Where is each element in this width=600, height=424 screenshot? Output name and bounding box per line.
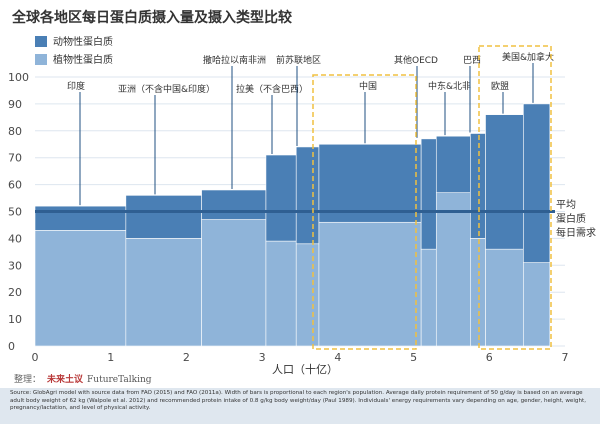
region-label: 亚洲（不含中国&印度） xyxy=(118,83,215,95)
bar-animal xyxy=(420,138,437,250)
bar-plant xyxy=(201,219,267,347)
region-label: 其他OECD xyxy=(394,54,438,66)
bar-animal xyxy=(485,114,524,250)
y-tick-label: 0 xyxy=(8,340,15,353)
y-tick-label: 50 xyxy=(8,206,22,219)
y-tick-label: 60 xyxy=(8,179,22,192)
credit-label: 整理： xyxy=(14,375,42,385)
reference-line-label: 每日需求 xyxy=(556,226,596,239)
x-tick-label: 5 xyxy=(410,351,417,364)
legend-label-animal: 动物性蛋白质 xyxy=(53,35,113,48)
bar-animal xyxy=(34,205,127,231)
reference-line-label: 蛋白质 xyxy=(556,212,586,225)
credit-name: 未来土议 xyxy=(47,375,84,385)
legend-swatch-animal xyxy=(35,36,47,47)
y-tick-label: 70 xyxy=(8,152,22,165)
x-tick-label: 2 xyxy=(183,351,190,364)
legend-swatch-plant xyxy=(35,54,47,65)
credit-name-en: FutureTalking xyxy=(87,375,152,385)
region-label: 中东&北非 xyxy=(428,80,471,92)
highlight-box xyxy=(312,74,417,350)
bar-plant xyxy=(34,230,127,347)
bar-plant xyxy=(485,248,524,347)
y-tick-label: 30 xyxy=(8,259,22,272)
x-tick-label: 7 xyxy=(562,351,569,364)
bar-plant xyxy=(125,238,202,347)
bar-animal xyxy=(470,133,486,239)
y-tick-label: 40 xyxy=(8,232,22,245)
bar-animal xyxy=(295,146,320,245)
bar-plant xyxy=(523,262,551,347)
bar-plant xyxy=(470,238,486,347)
x-tick-label: 0 xyxy=(32,351,39,364)
x-tick-label: 4 xyxy=(334,351,341,364)
x-tick-label: 6 xyxy=(486,351,493,364)
region-label: 巴西 xyxy=(463,55,481,66)
x-axis-label: 人口（十亿） xyxy=(272,362,338,376)
x-tick-label: 1 xyxy=(107,351,114,364)
region-label: 前苏联地区 xyxy=(276,54,321,66)
bar-plant xyxy=(435,192,471,347)
bar-animal xyxy=(125,195,202,239)
y-tick-label: 20 xyxy=(8,286,22,299)
chart-title: 全球各地区每日蛋白质摄入量及摄入类型比较 xyxy=(11,9,292,26)
legend-label-plant: 植物性蛋白质 xyxy=(53,53,113,66)
region-label: 美国&加拿大 xyxy=(502,51,554,63)
region-label: 撒哈拉以南非洲 xyxy=(203,54,266,66)
region-label: 印度 xyxy=(67,80,85,92)
y-tick-label: 100 xyxy=(8,71,29,84)
bar-plant xyxy=(295,243,320,347)
region-label: 中国 xyxy=(359,80,377,92)
bar-animal xyxy=(318,143,422,223)
bar-plant xyxy=(265,240,297,347)
bar-animal xyxy=(265,154,297,242)
bar-animal xyxy=(523,103,551,263)
credit-line: 整理： 未来土议 FutureTalking xyxy=(14,372,152,385)
y-tick-label: 10 xyxy=(8,313,22,326)
bar-plant xyxy=(318,221,422,347)
source-footer: Source: GlobAgri model with source data … xyxy=(0,388,600,424)
protein-chart: 全球各地区每日蛋白质摄入量及摄入类型比较动物性蛋白质植物性蛋白质01020304… xyxy=(8,9,596,376)
y-tick-label: 80 xyxy=(8,125,22,138)
reference-line-label: 平均 xyxy=(556,199,576,211)
bar-plant xyxy=(420,248,437,347)
source-text: Source: GlobAgri model with source data … xyxy=(10,390,586,412)
highlight-box xyxy=(478,45,552,350)
region-label: 拉美（不含巴西） xyxy=(236,83,308,95)
region-label: 欧盟 xyxy=(491,80,509,92)
y-tick-label: 90 xyxy=(8,98,22,111)
bar-animal xyxy=(201,189,267,220)
x-tick-label: 3 xyxy=(259,351,266,364)
bar-animal xyxy=(435,135,471,193)
